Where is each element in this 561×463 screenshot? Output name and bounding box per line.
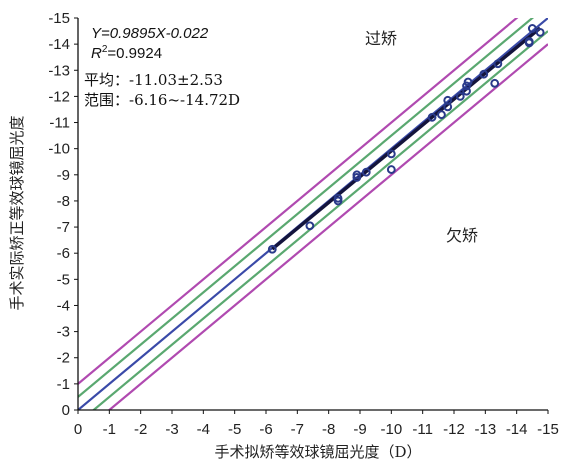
- x-tick-labels: 0 -1 -2 -3 -4 -5 -6 -7 -8 -9 -10 -11 -12 -13 -14 -15: [74, 421, 559, 438]
- r-squared-superscript: 2: [102, 44, 108, 55]
- y-tick-label: -5: [57, 271, 70, 288]
- data-point: [361, 167, 371, 177]
- x-tick-label: 0: [74, 421, 82, 438]
- axes: [74, 17, 549, 414]
- data-point: [479, 69, 489, 79]
- x-tick-label: -1: [103, 421, 116, 438]
- data-point: [305, 221, 315, 231]
- x-tick-label: -4: [197, 421, 210, 438]
- y-tick-label: -10: [48, 141, 70, 158]
- range-annotation: 范围：-6.16~-14.72D: [84, 91, 240, 109]
- y-tick-label: -11: [49, 115, 70, 132]
- data-point: [386, 149, 396, 159]
- data-point: [333, 193, 343, 203]
- data-point: [443, 95, 453, 105]
- y-axis-title: 手术实际矫正等效球镜屈光度: [8, 115, 26, 310]
- x-tick-label: -2: [134, 421, 147, 438]
- x-tick-label: -10: [380, 421, 402, 438]
- x-tick-label: -5: [228, 421, 241, 438]
- y-tick-label: -6: [57, 245, 70, 262]
- y-tick-labels: 0 -1 -2 -3 -4 -5 -6 -7 -8 -9 -10 -11 -12 -13 -14 -15: [48, 10, 70, 419]
- data-point: [455, 92, 465, 101]
- overcorrection-label: 过矫: [365, 29, 397, 48]
- x-tick-label: -11: [412, 421, 433, 438]
- reference-line-2: [78, 18, 535, 398]
- x-tick-label: -14: [506, 421, 528, 438]
- regression-equation: Y=0.9895X-0.022: [91, 25, 209, 42]
- data-point: [462, 86, 471, 96]
- x-tick-label: -15: [537, 421, 559, 438]
- y-tick-label: 0: [62, 402, 70, 419]
- y-tick-label: -8: [57, 193, 70, 210]
- r-squared-symbol: R: [91, 45, 102, 62]
- y-tick-label: -7: [57, 219, 70, 236]
- reference-lines: [78, 18, 548, 410]
- data-point: [535, 27, 545, 37]
- data-point: [267, 244, 277, 254]
- x-tick-label: -9: [353, 421, 366, 438]
- y-tick-label: -12: [48, 88, 70, 105]
- data-point: [493, 59, 503, 69]
- data-point: [427, 112, 437, 122]
- y-tick-label: -9: [57, 167, 70, 184]
- x-tick-label: -6: [259, 421, 272, 438]
- data-point: [437, 110, 446, 120]
- y-tick-label: -2: [57, 350, 70, 367]
- data-point: [386, 165, 396, 174]
- data-points: [267, 24, 545, 254]
- y-tick-label: -3: [57, 324, 70, 341]
- y-tick-label: -15: [48, 10, 70, 27]
- y-tick-label: -13: [48, 62, 70, 79]
- y-tick-label: -14: [48, 36, 70, 53]
- reference-line-3: [107, 43, 548, 410]
- x-tick-label: -7: [291, 421, 304, 438]
- x-tick-label: -8: [322, 421, 335, 438]
- x-tick-label: -13: [474, 421, 496, 438]
- data-point: [463, 77, 473, 87]
- reference-line-4: [78, 18, 519, 385]
- y-tick-label: -4: [57, 297, 70, 314]
- x-tick-label: -3: [165, 421, 178, 438]
- y-tick-label: -1: [57, 376, 70, 393]
- data-point: [527, 24, 537, 33]
- r-squared-label: R2=0.9924: [91, 44, 162, 62]
- undercorrection-label: 欠矫: [446, 226, 478, 245]
- x-tick-label: -12: [443, 421, 465, 438]
- data-point: [490, 78, 500, 88]
- r-squared-value: =0.9924: [107, 45, 162, 62]
- data-point: [524, 38, 534, 48]
- x-axis-title: 手术拟矫等效球镜屈光度（D）: [214, 443, 421, 461]
- data-point: [352, 170, 362, 180]
- mean-annotation: 平均：-11.03±2.53: [84, 71, 223, 89]
